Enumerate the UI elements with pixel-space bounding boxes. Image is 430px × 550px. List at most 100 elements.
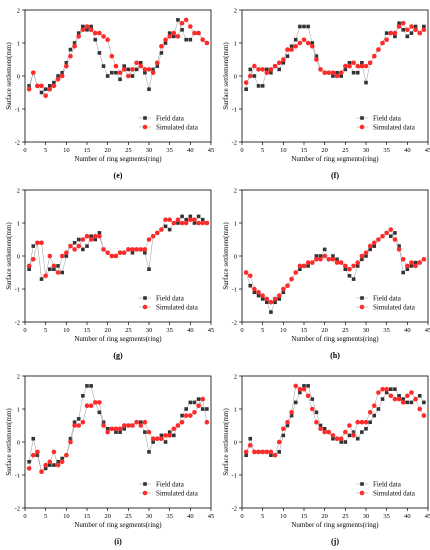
data-point-simulated: [268, 299, 274, 305]
legend-label: Simulated data: [373, 489, 416, 497]
data-point-simulated: [367, 410, 373, 415]
y-tick-label: -2: [232, 505, 237, 512]
data-point-field: [293, 400, 298, 405]
data-point-simulated: [109, 253, 115, 259]
data-point-field: [413, 260, 418, 265]
data-point-field: [97, 51, 102, 55]
x-tick-label: 25: [125, 327, 132, 334]
x-tick-label: 0: [23, 327, 26, 334]
data-point-field: [393, 34, 397, 39]
legend-label: Field data: [156, 480, 185, 488]
data-point-field: [114, 70, 118, 75]
data-point-simulated: [150, 70, 156, 75]
data-point-field: [72, 420, 77, 424]
data-point-field: [163, 440, 168, 444]
data-point-simulated: [142, 419, 148, 425]
data-point-simulated: [330, 433, 336, 438]
data-point-simulated: [97, 30, 102, 36]
data-point-simulated: [297, 263, 303, 269]
data-point-field: [143, 250, 147, 255]
data-point-field: [339, 74, 343, 78]
data-point-field: [85, 244, 89, 248]
data-point-field: [188, 214, 193, 219]
data-point-simulated: [285, 47, 290, 52]
x-tick-label: 30: [363, 327, 370, 334]
data-point-simulated: [26, 466, 32, 471]
x-tick-label: 35: [383, 147, 390, 154]
data-point-field: [360, 430, 364, 434]
data-point-field: [281, 290, 286, 295]
legend-label: Field data: [156, 114, 185, 122]
data-point-simulated: [421, 257, 427, 262]
data-point-simulated: [163, 217, 168, 222]
data-point-simulated: [314, 257, 319, 262]
data-point-simulated: [276, 439, 282, 445]
data-point-field: [93, 237, 98, 242]
data-point-simulated: [196, 403, 201, 408]
data-point-simulated: [47, 86, 53, 92]
data-point-field: [331, 74, 335, 78]
data-point-simulated: [318, 257, 323, 262]
y-tick-label: -1: [232, 106, 237, 113]
data-point-simulated: [309, 260, 315, 265]
data-point-simulated: [84, 403, 90, 408]
data-point-field: [360, 257, 364, 262]
data-point-simulated: [171, 426, 177, 432]
data-point-simulated: [142, 67, 148, 72]
data-point-field: [393, 387, 397, 391]
data-point-simulated: [252, 286, 257, 292]
legend-marker-circle: [359, 304, 365, 310]
data-point-field: [248, 283, 253, 288]
data-point-simulated: [384, 386, 389, 392]
data-point-field: [409, 31, 414, 35]
y-axis-title: Surface settlement(mm): [5, 222, 13, 290]
data-point-simulated: [51, 449, 57, 455]
y-tick-label: 1: [17, 220, 20, 227]
data-point-field: [151, 67, 155, 72]
data-point-simulated: [264, 296, 270, 302]
data-point-field: [31, 436, 36, 441]
data-point-simulated: [256, 67, 261, 72]
y-tick-label: 2: [234, 373, 237, 380]
data-point-simulated: [183, 413, 189, 418]
data-point-simulated: [309, 44, 315, 49]
data-point-field: [52, 463, 56, 467]
data-point-simulated: [126, 423, 131, 428]
data-point-simulated: [105, 37, 110, 42]
legend-label: Simulated data: [156, 303, 199, 311]
data-point-field: [306, 384, 310, 388]
data-point-field: [89, 384, 93, 388]
x-tick-label: 40: [404, 327, 411, 334]
data-point-simulated: [43, 273, 48, 279]
data-point-field: [76, 237, 81, 242]
y-tick-label: 2: [234, 187, 237, 194]
data-point-field: [167, 430, 172, 434]
data-point-simulated: [101, 34, 106, 39]
data-point-simulated: [392, 237, 398, 242]
x-tick-label: 35: [383, 513, 390, 520]
data-point-field: [81, 247, 85, 252]
x-tick-label: 45: [425, 327, 430, 334]
data-point-field: [335, 257, 339, 262]
data-point-simulated: [247, 273, 253, 279]
data-point-simulated: [92, 30, 98, 36]
data-point-simulated: [355, 419, 361, 425]
data-point-simulated: [376, 237, 381, 242]
data-point-simulated: [113, 426, 119, 432]
data-point-simulated: [338, 436, 344, 441]
data-point-field: [97, 231, 102, 235]
x-tick-label: 20: [104, 513, 111, 520]
data-point-field: [27, 267, 31, 271]
data-point-simulated: [117, 426, 123, 432]
data-point-simulated: [105, 250, 110, 255]
chart-panel: 0 5 10 15 20 25 30 35 40 45 -2 -1 0 1 2 Number of ring …: [222, 373, 430, 546]
data-point-simulated: [334, 436, 340, 441]
data-point-simulated: [64, 250, 69, 255]
data-point-simulated: [101, 247, 106, 252]
data-point-simulated: [126, 247, 131, 252]
data-point-simulated: [351, 60, 356, 66]
data-point-simulated: [179, 220, 185, 226]
y-tick-label: 2: [234, 7, 237, 14]
data-point-field: [60, 270, 64, 275]
